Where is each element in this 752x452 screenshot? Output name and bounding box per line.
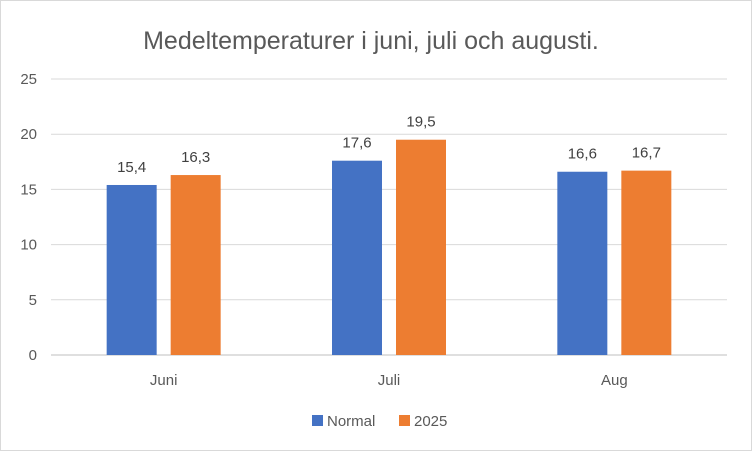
x-category-label: Juni bbox=[150, 372, 178, 389]
legend-label-2025[interactable]: 2025 bbox=[414, 413, 447, 430]
y-axis-ticks: 0 5 10 15 20 25 bbox=[20, 71, 37, 364]
y-tick-label: 25 bbox=[20, 71, 37, 88]
bar-normal-juli[interactable] bbox=[332, 160, 382, 355]
y-tick-label: 15 bbox=[20, 181, 37, 198]
legend-swatch-normal[interactable] bbox=[312, 415, 323, 426]
data-label: 19,5 bbox=[406, 114, 435, 131]
legend-label-normal[interactable]: Normal bbox=[327, 413, 375, 430]
x-category-label: Juli bbox=[378, 372, 401, 389]
data-label: 16,7 bbox=[632, 145, 661, 162]
bars bbox=[106, 139, 672, 355]
x-axis-categories: Juni Juli Aug bbox=[150, 372, 628, 389]
data-label: 16,3 bbox=[181, 149, 210, 166]
data-label: 17,6 bbox=[342, 135, 371, 152]
bar-2025-juni[interactable] bbox=[170, 175, 221, 355]
legend[interactable]: Normal 2025 bbox=[312, 413, 447, 430]
data-label: 15,4 bbox=[117, 159, 146, 176]
bar-normal-aug[interactable] bbox=[557, 171, 608, 355]
chart-title: Medeltemperaturer i juni, juli och augus… bbox=[143, 27, 599, 55]
y-tick-label: 0 bbox=[29, 347, 37, 364]
data-label: 16,6 bbox=[568, 146, 597, 163]
data-labels: 15,4 16,3 17,6 19,5 16,6 16,7 bbox=[117, 114, 661, 176]
y-tick-label: 10 bbox=[20, 237, 37, 254]
x-category-label: Aug bbox=[601, 372, 628, 389]
bar-2025-aug[interactable] bbox=[621, 170, 672, 355]
y-tick-label: 20 bbox=[20, 126, 37, 143]
y-tick-label: 5 bbox=[29, 292, 37, 309]
gridlines bbox=[51, 78, 727, 356]
legend-swatch-2025[interactable] bbox=[399, 415, 410, 426]
bar-normal-juni[interactable] bbox=[106, 184, 157, 355]
bar-2025-juli[interactable] bbox=[396, 139, 446, 355]
